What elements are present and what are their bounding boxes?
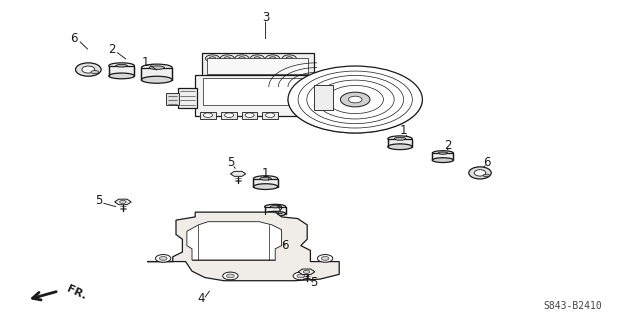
Ellipse shape (433, 151, 453, 156)
Bar (388, 139, 412, 147)
Bar (433, 153, 453, 160)
Ellipse shape (109, 63, 134, 69)
Bar (242, 112, 257, 119)
Bar (253, 179, 278, 187)
Circle shape (266, 113, 275, 117)
Polygon shape (187, 222, 282, 260)
Ellipse shape (91, 70, 99, 74)
Bar (195, 75, 320, 116)
Ellipse shape (468, 167, 492, 179)
Bar (109, 66, 134, 76)
Bar (314, 85, 333, 110)
Text: 6: 6 (483, 156, 490, 169)
Ellipse shape (82, 66, 95, 73)
Bar (203, 78, 312, 105)
Bar (178, 88, 197, 108)
Ellipse shape (388, 144, 412, 150)
Ellipse shape (253, 176, 278, 182)
Circle shape (235, 55, 249, 62)
Bar (166, 93, 179, 105)
Circle shape (205, 55, 220, 62)
Circle shape (269, 57, 276, 60)
Ellipse shape (260, 177, 271, 180)
Circle shape (297, 274, 305, 278)
Bar (221, 112, 237, 119)
Text: 1: 1 (142, 56, 150, 69)
Text: 6: 6 (70, 32, 77, 45)
Circle shape (239, 57, 245, 60)
Circle shape (250, 55, 264, 62)
Circle shape (204, 113, 212, 117)
Circle shape (303, 270, 310, 273)
Ellipse shape (474, 170, 486, 176)
Text: 3: 3 (262, 11, 269, 24)
Circle shape (225, 113, 234, 117)
Ellipse shape (116, 64, 127, 67)
Text: 5: 5 (95, 195, 103, 207)
Polygon shape (115, 199, 131, 205)
Circle shape (223, 272, 238, 280)
Bar (265, 207, 285, 214)
Ellipse shape (141, 76, 172, 83)
Ellipse shape (438, 152, 448, 154)
Ellipse shape (265, 211, 285, 216)
Text: S843-B2410: S843-B2410 (543, 300, 602, 311)
Ellipse shape (253, 184, 278, 189)
Text: 1: 1 (262, 167, 269, 180)
Text: 1: 1 (399, 124, 407, 137)
Circle shape (220, 55, 234, 62)
Ellipse shape (433, 158, 453, 163)
Text: 2: 2 (108, 43, 116, 56)
Circle shape (245, 113, 254, 117)
Circle shape (288, 66, 422, 133)
Polygon shape (230, 171, 246, 176)
Text: 5: 5 (227, 156, 234, 169)
Bar (262, 112, 278, 119)
Circle shape (266, 55, 280, 62)
Ellipse shape (394, 137, 406, 140)
Ellipse shape (109, 73, 134, 79)
Circle shape (224, 57, 230, 60)
Circle shape (317, 255, 333, 262)
Circle shape (120, 200, 126, 204)
Ellipse shape (269, 234, 292, 246)
Circle shape (293, 272, 308, 280)
Ellipse shape (141, 64, 172, 71)
Circle shape (159, 256, 167, 260)
Text: 2: 2 (444, 139, 452, 152)
Circle shape (227, 274, 234, 278)
Ellipse shape (265, 204, 285, 209)
Circle shape (209, 57, 216, 60)
Bar (200, 112, 216, 119)
Ellipse shape (76, 63, 101, 76)
Text: 2: 2 (275, 204, 282, 217)
Text: FR.: FR. (65, 284, 88, 301)
Circle shape (349, 96, 362, 103)
Bar (207, 58, 308, 74)
Circle shape (254, 57, 260, 60)
Ellipse shape (483, 174, 490, 177)
Ellipse shape (284, 241, 290, 244)
Text: 4: 4 (198, 292, 205, 305)
Text: 5: 5 (310, 276, 317, 289)
Circle shape (340, 92, 370, 107)
Circle shape (321, 256, 329, 260)
Bar (202, 53, 314, 77)
Ellipse shape (275, 237, 286, 243)
Circle shape (156, 255, 171, 262)
Polygon shape (147, 212, 339, 281)
Ellipse shape (149, 66, 164, 70)
Polygon shape (298, 269, 315, 275)
Circle shape (282, 55, 296, 62)
Circle shape (286, 57, 292, 60)
Ellipse shape (270, 205, 280, 208)
Ellipse shape (388, 136, 412, 142)
Text: 6: 6 (281, 239, 289, 252)
Bar (141, 68, 172, 80)
